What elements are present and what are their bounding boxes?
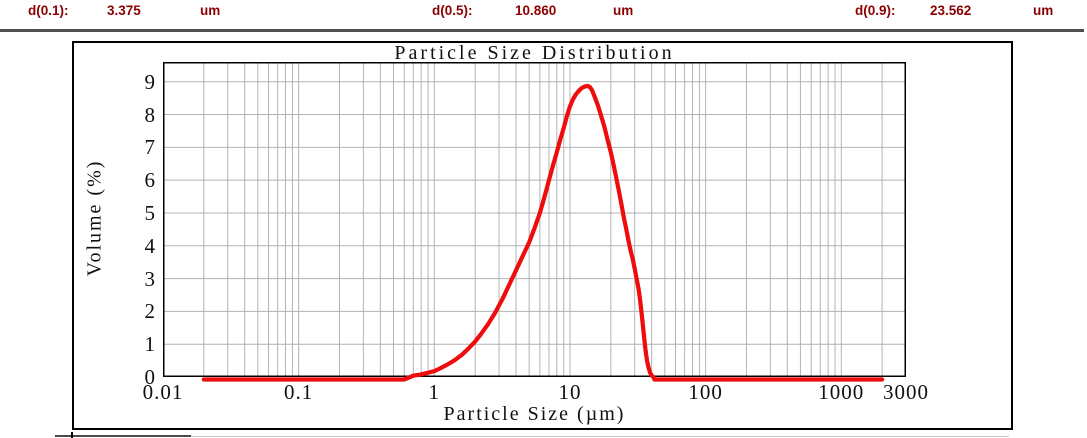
- y-tick-label: 5: [144, 200, 156, 225]
- d10-unit: um: [200, 3, 221, 18]
- y-tick-label: 1: [144, 332, 156, 357]
- y-tick-label: 7: [144, 135, 156, 160]
- d50-unit: um: [613, 3, 634, 18]
- distribution-curve: [201, 83, 885, 382]
- x-tick-label: 0.01: [142, 380, 184, 404]
- next-section-edge-dark: [55, 435, 191, 437]
- x-tick-label: 10: [558, 380, 582, 404]
- x-tick-label: 3000: [883, 380, 929, 404]
- d10-label: d(0.1):: [28, 3, 69, 18]
- d90-unit: um: [1033, 3, 1054, 18]
- d50-label: d(0.5):: [432, 3, 473, 18]
- y-tick-label: 0: [144, 365, 156, 389]
- x-tick-label: 100: [688, 380, 723, 404]
- x-axis-title: Particle Size (µm): [443, 403, 626, 425]
- x-tick-label: 1: [428, 380, 441, 404]
- chart-title: Particle Size Distribution: [394, 42, 675, 64]
- y-tick-label: 9: [144, 69, 156, 94]
- d90-value: 23.562: [930, 3, 972, 18]
- x-tick-label: 0.1: [284, 380, 314, 404]
- y-tick-label: 3: [144, 266, 156, 291]
- y-tick-label: 6: [144, 168, 156, 193]
- chart-frame: [72, 41, 1013, 430]
- next-section-edge-vline: [71, 432, 73, 438]
- y-tick-label: 2: [144, 299, 156, 324]
- header-separator: [0, 29, 1084, 32]
- d90-label: d(0.9):: [855, 3, 896, 18]
- plot-area: [163, 62, 906, 382]
- next-section-edge-light: [191, 436, 1009, 437]
- x-tick-label: 1000: [818, 380, 865, 404]
- d10-value: 3.375: [107, 3, 141, 18]
- y-tick-label: 8: [144, 102, 156, 127]
- plot-border: [163, 62, 906, 377]
- y-tick-label: 4: [144, 233, 156, 258]
- d50-value: 10.860: [515, 3, 557, 18]
